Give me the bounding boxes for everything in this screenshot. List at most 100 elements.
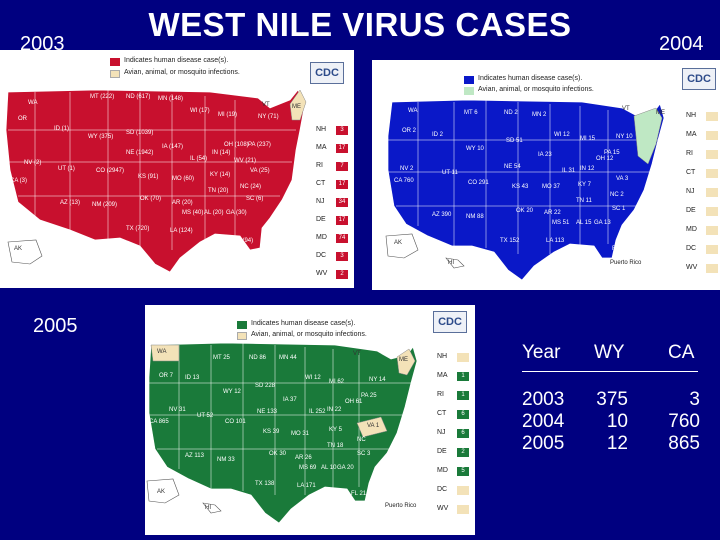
state-label-la: LA (124) bbox=[170, 228, 193, 234]
table-cell-wy: 12 bbox=[606, 433, 628, 454]
sidebar-count-de: 17 bbox=[336, 216, 348, 225]
legend-avian-swatch bbox=[110, 70, 120, 78]
year-label-2003: 2003 bbox=[20, 33, 65, 55]
state-label-nc: NC (24) bbox=[240, 184, 262, 190]
state-label-hi: HI bbox=[448, 260, 454, 266]
legend-avian-label: Avian, animal, or mosquito infections. bbox=[478, 86, 594, 93]
sidebar-state-ma: MA bbox=[686, 131, 697, 138]
state-label-ut: UT 52 bbox=[197, 413, 214, 419]
puerto-rico-label: Puerto Rico bbox=[610, 260, 642, 266]
state-label-nd: ND 2 bbox=[504, 110, 518, 116]
state-label-sd: SD 228 bbox=[255, 383, 276, 389]
state-label-wi: WI (17) bbox=[190, 108, 210, 114]
state-label-il: IL 252 bbox=[309, 409, 326, 415]
state-label-or: OR bbox=[18, 116, 27, 122]
state-label-vt: VT bbox=[353, 351, 361, 357]
state-label-mn: MN (148) bbox=[158, 96, 184, 102]
map-panel-2005: Indicates human disease case(s). Avian, … bbox=[145, 305, 475, 535]
sidebar-count-ri: 7 bbox=[336, 162, 348, 171]
state-label-oh: OH 12 bbox=[596, 156, 614, 162]
state-label-mi: MI (19) bbox=[218, 112, 238, 118]
state-label-al: AL 15 bbox=[576, 220, 592, 226]
sidebar-count-md bbox=[706, 226, 718, 235]
state-label-ga: GA (30) bbox=[226, 210, 247, 216]
state-label-az: AZ 113 bbox=[185, 453, 204, 459]
sidebar-state-dc: DC bbox=[686, 245, 697, 252]
alaska-shape bbox=[146, 478, 180, 504]
state-label-in: IN 22 bbox=[327, 407, 342, 413]
sidebar-count-dc bbox=[457, 486, 469, 495]
state-label-az: AZ (13) bbox=[60, 200, 81, 206]
sidebar-state-wv: WV bbox=[437, 505, 449, 512]
state-label-vt: VT bbox=[262, 102, 270, 108]
table-divider bbox=[522, 371, 698, 372]
state-label-tx: TX 138 bbox=[255, 481, 275, 487]
table-cell-year: 2003 bbox=[522, 389, 565, 410]
state-label-hi: HI bbox=[205, 505, 211, 511]
state-label-nc: NC bbox=[357, 437, 366, 443]
sidebar-count-de bbox=[706, 207, 718, 216]
state-label-mo: MO (60) bbox=[172, 176, 195, 182]
state-label-nc: NC 2 bbox=[610, 192, 624, 198]
state-label-il: IL 31 bbox=[562, 168, 576, 174]
sidebar-count-nh bbox=[457, 353, 469, 362]
legend-avian-swatch bbox=[237, 332, 247, 340]
state-label-wa: WA bbox=[408, 108, 418, 114]
sidebar-state-ma: MA bbox=[437, 372, 448, 379]
state-label-ks: KS 39 bbox=[263, 429, 280, 435]
legend-avian-swatch bbox=[464, 87, 474, 95]
state-label-ca: CA 865 bbox=[149, 419, 169, 425]
sidebar-count-nj: 34 bbox=[336, 198, 348, 207]
state-label-wy: WY 10 bbox=[466, 146, 484, 152]
state-label-ia: IA 23 bbox=[538, 152, 552, 158]
sidebar-state-nh: NH bbox=[437, 353, 448, 360]
state-label-ok: OK 20 bbox=[516, 208, 534, 214]
sidebar-state-ct: CT bbox=[316, 180, 326, 187]
state-label-ks: KS (91) bbox=[138, 174, 159, 180]
sidebar-state-de: DE bbox=[686, 207, 696, 214]
state-label-mi: MI 62 bbox=[329, 379, 345, 385]
state-label-ar: AR (20) bbox=[172, 200, 193, 206]
state-label-ms: MS 51 bbox=[552, 220, 570, 226]
sidebar-count-dc bbox=[706, 245, 718, 254]
sidebar-state-md: MD bbox=[316, 234, 327, 241]
map-2003 bbox=[5, 89, 307, 273]
maine-shape bbox=[289, 89, 307, 121]
state-label-al: AL (20) bbox=[204, 210, 224, 216]
state-label-la: LA 113 bbox=[546, 238, 565, 244]
sidebar-state-md: MD bbox=[437, 467, 448, 474]
state-label-or: OR 2 bbox=[402, 128, 417, 134]
alaska-shape bbox=[385, 233, 419, 259]
state-label-fl: FL 40 bbox=[612, 246, 628, 252]
state-label-ne: NE 54 bbox=[504, 164, 521, 170]
legend-human-swatch bbox=[110, 58, 120, 66]
state-label-pa: PA (237) bbox=[248, 142, 271, 148]
state-label-ny: NY 14 bbox=[369, 377, 386, 383]
state-label-wy: WY (375) bbox=[88, 134, 114, 140]
map-panel-2003: Indicates human disease case(s). Avian, … bbox=[0, 50, 354, 288]
state-label-pa: PA 25 bbox=[361, 393, 377, 399]
state-label-va: VA 3 bbox=[616, 176, 629, 182]
state-label-mt: MT 6 bbox=[464, 110, 478, 116]
hawaii-shape bbox=[445, 257, 465, 269]
state-label-ar: AR 26 bbox=[295, 455, 312, 461]
state-label-id: ID 13 bbox=[185, 375, 200, 381]
state-label-ny: NY 10 bbox=[616, 134, 633, 140]
sidebar-state-nh: NH bbox=[316, 126, 327, 133]
legend-human-label: Indicates human disease case(s). bbox=[251, 320, 356, 327]
state-label-mo: MO 31 bbox=[291, 431, 310, 437]
state-label-mo: MO 37 bbox=[542, 184, 561, 190]
state-label-nv: NV 31 bbox=[169, 407, 186, 413]
state-label-co: CO (2947) bbox=[96, 168, 125, 174]
state-label-tn: TN 18 bbox=[327, 443, 344, 449]
sidebar-state-ma: MA bbox=[316, 144, 327, 151]
state-label-sc: SC (6) bbox=[246, 196, 264, 202]
northeast-shape bbox=[633, 107, 663, 165]
alaska-shape bbox=[7, 239, 43, 265]
state-label-sd: SD (1039) bbox=[126, 130, 154, 136]
page-title: WEST NILE VIRUS CASES bbox=[148, 6, 572, 43]
state-label-nd: ND (617) bbox=[126, 94, 151, 100]
map-2005 bbox=[146, 342, 418, 524]
legend-human-label: Indicates human disease case(s). bbox=[124, 57, 229, 64]
table-cell-ca: 865 bbox=[668, 433, 700, 454]
